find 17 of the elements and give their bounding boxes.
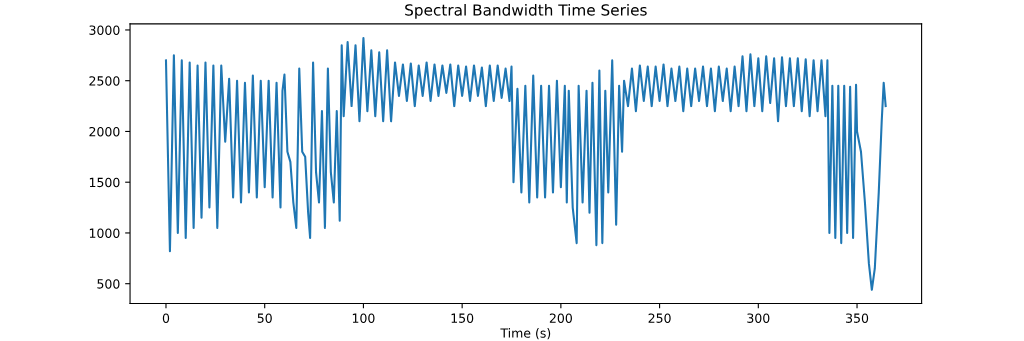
- y-tick-label: 2500: [89, 76, 120, 86]
- y-tick-label: 3000: [89, 25, 120, 35]
- x-tick-label: 200: [549, 313, 572, 323]
- y-tick-label: 500: [97, 279, 120, 289]
- line-series: [164, 37, 887, 291]
- x-tick-label: 100: [352, 313, 375, 323]
- chart-title: Spectral Bandwidth Time Series: [405, 3, 647, 19]
- y-tick-label: 1500: [89, 177, 120, 188]
- x-tick-label: 350: [846, 313, 869, 323]
- x-tick-label: 150: [451, 313, 474, 323]
- x-tick-label: 250: [648, 313, 671, 323]
- x-tick-label: 50: [257, 313, 272, 323]
- x-tick-label: 0: [162, 313, 170, 323]
- x-tick-label: 300: [747, 313, 770, 323]
- y-tick-label: 1000: [89, 228, 120, 238]
- y-tick-label: 2000: [89, 126, 120, 137]
- x-axis-title: Time (s): [500, 328, 551, 340]
